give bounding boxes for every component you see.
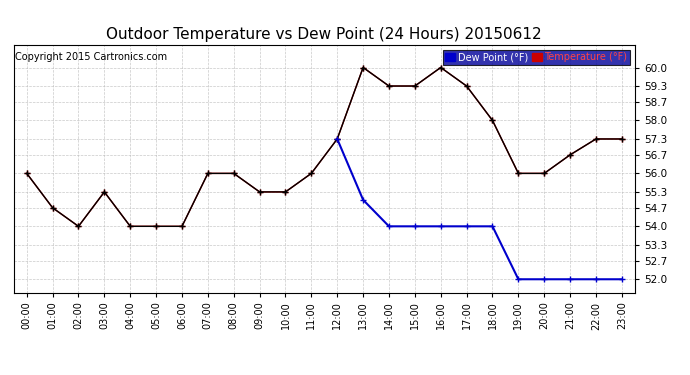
Legend: Dew Point (°F), Temperature (°F): Dew Point (°F), Temperature (°F) — [443, 50, 630, 65]
Text: Copyright 2015 Cartronics.com: Copyright 2015 Cartronics.com — [15, 53, 167, 62]
Title: Outdoor Temperature vs Dew Point (24 Hours) 20150612: Outdoor Temperature vs Dew Point (24 Hou… — [106, 27, 542, 42]
